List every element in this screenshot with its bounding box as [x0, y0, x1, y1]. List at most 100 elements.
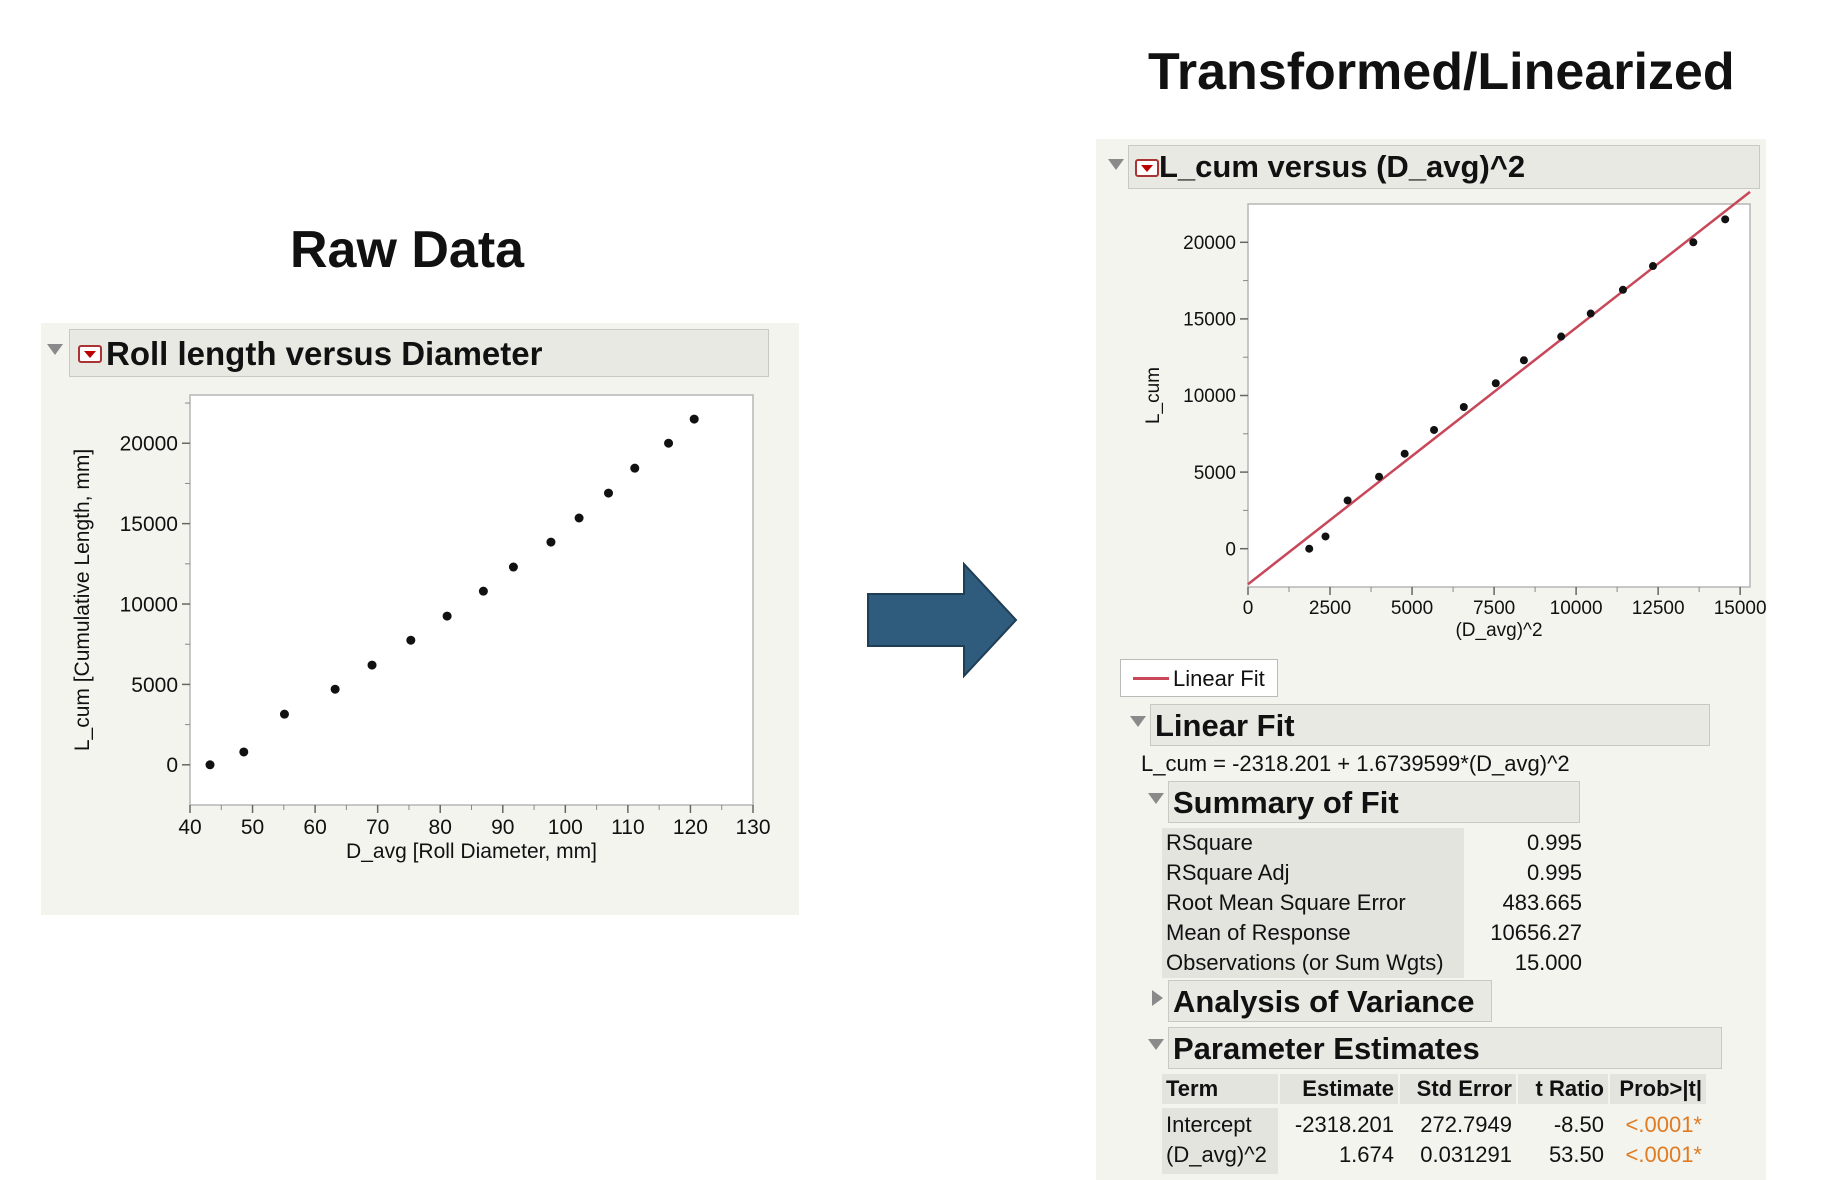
red-dropdown-menu-icon[interactable] — [1135, 159, 1159, 177]
expand-triangle-icon[interactable] — [1152, 990, 1163, 1006]
summary-label: RSquare Adj — [1162, 858, 1464, 888]
collapse-triangle-icon[interactable] — [1108, 159, 1124, 170]
y-tick-label: 0 — [1225, 539, 1236, 560]
left-outline-header[interactable]: Roll length versus Diameter — [69, 329, 769, 377]
collapse-triangle-icon[interactable] — [47, 344, 63, 355]
data-point — [205, 760, 215, 770]
y-tick-label: 5000 — [1194, 463, 1236, 484]
y-axis-label: L_cum [Cumulative Length, mm] — [71, 449, 94, 751]
data-point — [1305, 544, 1314, 553]
data-point — [1557, 332, 1566, 341]
collapse-triangle-icon[interactable] — [1148, 1039, 1164, 1050]
data-point — [478, 586, 488, 596]
data-point — [1343, 496, 1352, 505]
data-point — [1618, 285, 1627, 294]
plot-frame — [189, 394, 754, 806]
data-point — [630, 463, 640, 473]
x-tick-label: 120 — [673, 816, 708, 839]
summary-label: Observations (or Sum Wgts) — [1162, 948, 1464, 978]
x-tick-label: 90 — [491, 816, 514, 839]
y-tick-label: 10000 — [1183, 386, 1236, 407]
column-header-estimate[interactable]: Estimate — [1280, 1074, 1398, 1104]
x-tick-label: 110 — [611, 816, 644, 839]
parameter-estimates-header[interactable]: Parameter Estimates — [1168, 1027, 1722, 1069]
column-header-std-error[interactable]: Std Error — [1400, 1074, 1516, 1104]
data-point — [279, 709, 289, 719]
table-row-estimate: -2318.201 — [1294, 1112, 1394, 1137]
x-tick-label: 15000 — [1714, 598, 1766, 619]
transformed-heading: Transformed/Linearized — [1148, 43, 1735, 101]
x-tick-label: 0 — [1243, 598, 1254, 619]
x-tick-label: 80 — [429, 816, 452, 839]
data-point — [1459, 402, 1468, 411]
y-tick-label: 0 — [166, 754, 178, 777]
summary-label: RSquare — [1162, 828, 1464, 858]
x-axis-label: (D_avg)^2 — [1455, 620, 1542, 641]
right-outline-header[interactable]: L_cum versus (D_avg)^2 — [1128, 145, 1760, 189]
data-point — [689, 414, 699, 424]
collapse-triangle-icon[interactable] — [1130, 716, 1146, 727]
table-row-term: Intercept — [1166, 1112, 1252, 1137]
data-point — [239, 747, 249, 757]
table-row-std-error: 272.7949 — [1420, 1112, 1512, 1137]
column-header-t-ratio[interactable]: t Ratio — [1518, 1074, 1608, 1104]
y-tick-label: 15000 — [1183, 310, 1236, 331]
table-row-term: (D_avg)^2 — [1166, 1142, 1267, 1167]
parameter-estimates-table: Term Estimate Std Error t Ratio Prob>|t|… — [1162, 1074, 1722, 1174]
column-header-prob[interactable]: Prob>|t| — [1610, 1074, 1706, 1104]
data-point — [330, 684, 340, 694]
y-tick-label: 10000 — [120, 593, 178, 616]
data-point — [574, 513, 584, 523]
summary-label: Root Mean Square Error — [1162, 888, 1464, 918]
y-tick-label: 5000 — [131, 674, 178, 697]
x-tick-label: 10000 — [1550, 598, 1603, 619]
summary-value: 0.995 — [1526, 860, 1582, 885]
summary-of-fit-header[interactable]: Summary of Fit — [1168, 781, 1580, 823]
y-tick-label: 20000 — [1183, 233, 1236, 254]
column-header-term[interactable]: Term — [1162, 1074, 1278, 1104]
data-point — [1519, 356, 1528, 365]
table-row-t-ratio: 53.50 — [1548, 1142, 1604, 1167]
table-row-prob: <.0001* — [1625, 1142, 1702, 1167]
fit-line — [1247, 190, 1751, 586]
data-point — [1400, 449, 1409, 458]
table-row-estimate: 1.674 — [1338, 1142, 1394, 1167]
x-tick-label: 130 — [735, 816, 770, 839]
x-tick-label: 40 — [178, 816, 201, 839]
fit-equation: L_cum = -2318.201 + 1.6739599*(D_avg)^2 — [1141, 751, 1570, 776]
table-row-std-error: 0.031291 — [1420, 1142, 1512, 1167]
x-tick-label: 2500 — [1309, 598, 1351, 619]
data-point — [442, 611, 452, 621]
summary-value: 483.665 — [1502, 890, 1582, 915]
red-dropdown-menu-icon[interactable] — [78, 345, 102, 363]
parameter-estimates-title: Parameter Estimates — [1173, 1031, 1480, 1066]
x-tick-label: 7500 — [1473, 598, 1515, 619]
x-tick-label: 100 — [548, 816, 583, 839]
data-point — [603, 488, 613, 498]
y-tick-label: 15000 — [120, 513, 178, 536]
linear-fit-header[interactable]: Linear Fit — [1150, 704, 1710, 746]
x-tick-label: 12500 — [1632, 598, 1685, 619]
data-point — [508, 562, 518, 572]
fit-legend-label: Linear Fit — [1173, 666, 1265, 691]
data-point — [367, 660, 377, 670]
raw-data-heading: Raw Data — [290, 221, 525, 279]
analysis-of-variance-header[interactable]: Analysis of Variance — [1168, 980, 1492, 1022]
x-tick-label: 60 — [303, 816, 326, 839]
data-point — [1375, 472, 1384, 481]
right-arrow-icon — [867, 561, 1018, 679]
data-point — [1430, 425, 1439, 434]
term-column-bg — [1162, 1108, 1278, 1174]
collapse-triangle-icon[interactable] — [1148, 793, 1164, 804]
summary-value: 15.000 — [1514, 950, 1582, 975]
x-axis-label: D_avg [Roll Diameter, mm] — [346, 840, 597, 863]
data-point — [1689, 238, 1698, 247]
fit-legend-swatch — [1133, 677, 1169, 680]
data-point — [664, 438, 674, 448]
y-axis-label: L_cum — [1143, 367, 1164, 424]
fit-legend[interactable]: Linear Fit — [1120, 659, 1278, 697]
y-tick-label: 20000 — [120, 433, 178, 456]
summary-of-fit-table: RSquare 0.995 RSquare Adj 0.995 Root Mean Sq… — [1162, 828, 1586, 980]
linear-fit-title: Linear Fit — [1155, 708, 1295, 743]
right-chart-title: L_cum versus (D_avg)^2 — [1159, 149, 1526, 184]
